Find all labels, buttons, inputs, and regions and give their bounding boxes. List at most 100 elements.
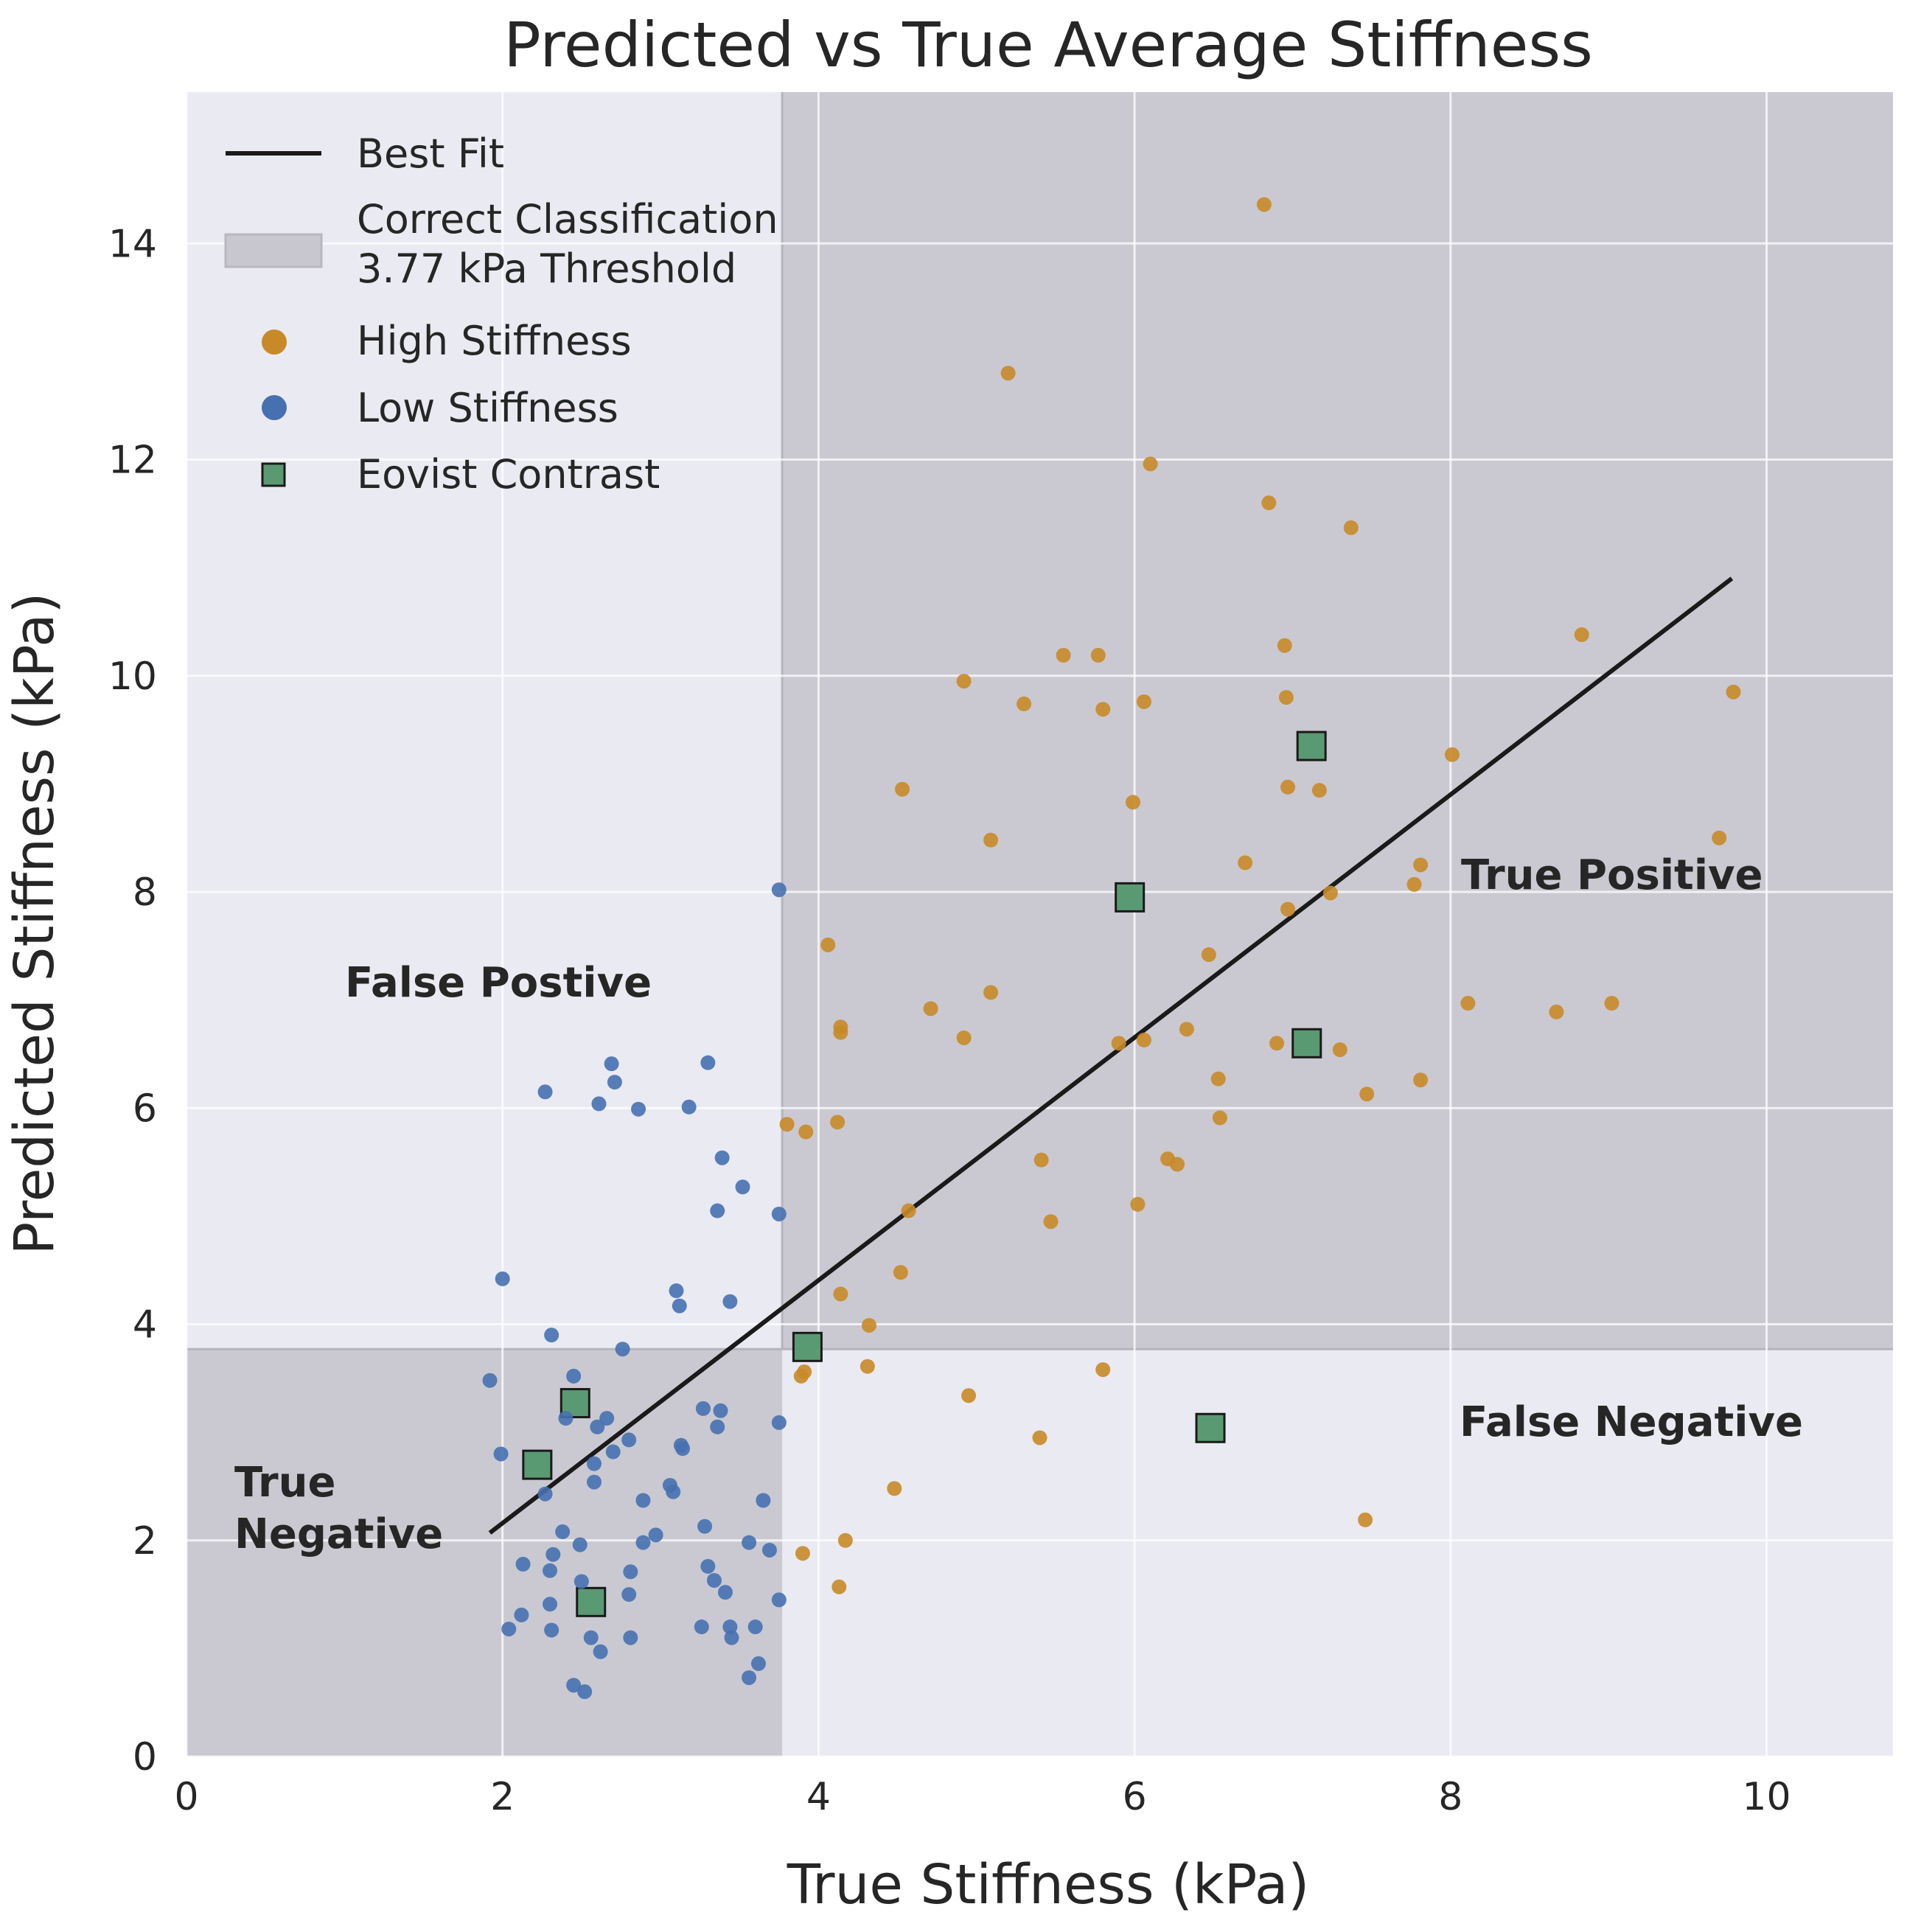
low-stiffness-point — [747, 1619, 763, 1635]
low-stiffness-point — [545, 1546, 561, 1562]
high-stiffness-point — [1238, 855, 1253, 871]
false-negative-label: False Negative — [1460, 1398, 1803, 1446]
high-stiffness-point — [1056, 647, 1071, 663]
legend-low-swatch — [262, 395, 287, 420]
high-stiffness-point — [795, 1546, 810, 1561]
high-stiffness-point — [956, 674, 972, 689]
low-stiffness-point — [566, 1678, 582, 1693]
low-stiffness-point — [681, 1099, 697, 1115]
high-stiffness-point — [837, 1532, 853, 1548]
high-stiffness-point — [860, 1359, 875, 1374]
high-stiffness-point — [1278, 690, 1294, 705]
high-stiffness-point — [1210, 1071, 1226, 1087]
low-stiffness-point — [543, 1597, 558, 1612]
low-stiffness-point — [635, 1535, 651, 1550]
high-stiffness-point — [1125, 795, 1140, 810]
x-tick-label: 4 — [806, 1775, 831, 1819]
false-positive-label: False Postive — [345, 959, 652, 1007]
low-stiffness-point — [742, 1535, 757, 1550]
region-annotations: False Postive True Positive False Negati… — [234, 851, 1803, 1558]
low-stiffness-point — [700, 1055, 716, 1070]
low-stiffness-point — [604, 1056, 619, 1072]
low-stiffness-point — [672, 1298, 687, 1314]
high-stiffness-point — [1169, 1157, 1185, 1172]
high-stiffness-point — [1201, 947, 1216, 963]
true-positive-shade — [782, 92, 1893, 1350]
low-stiffness-point — [587, 1456, 602, 1471]
low-stiffness-point — [669, 1283, 684, 1299]
low-stiffness-point — [593, 1644, 608, 1659]
high-stiffness-point — [1000, 366, 1016, 381]
x-tick-label: 6 — [1123, 1775, 1147, 1819]
x-tick-label: 0 — [174, 1775, 198, 1819]
high-stiffness-point — [956, 1030, 972, 1045]
eovist-contrast-point — [792, 1331, 823, 1362]
high-stiffness-point — [1712, 830, 1727, 845]
low-stiffness-point — [695, 1401, 711, 1416]
high-stiffness-point — [1269, 1036, 1285, 1051]
true-negative-label-line1: True — [234, 1459, 336, 1507]
high-stiffness-point — [1359, 1087, 1375, 1102]
low-stiffness-point — [722, 1294, 738, 1309]
high-stiffness-point — [1406, 876, 1422, 892]
low-stiffness-point — [605, 1444, 621, 1460]
high-stiffness-point — [779, 1117, 795, 1132]
legend-eovist-label: Eovist Contrast — [357, 451, 660, 498]
low-stiffness-point — [537, 1084, 553, 1100]
low-stiffness-point — [631, 1101, 646, 1117]
data-points — [482, 197, 1741, 1700]
high-stiffness-point — [1280, 902, 1296, 917]
y-tick-label: 14 — [108, 222, 157, 266]
high-stiffness-point — [1032, 1430, 1047, 1445]
x-tick-label: 8 — [1438, 1775, 1462, 1819]
legend: Best Fit Correct Classification 3.77 kPa… — [224, 130, 778, 498]
high-stiffness-point — [1726, 684, 1741, 700]
y-tick-label: 4 — [133, 1303, 157, 1347]
low-stiffness-point — [742, 1670, 757, 1685]
high-stiffness-point — [798, 1124, 814, 1140]
low-stiffness-point — [621, 1432, 637, 1448]
high-stiffness-point — [1261, 495, 1277, 511]
y-tick-label: 8 — [133, 871, 157, 915]
low-stiffness-point — [515, 1557, 531, 1572]
y-tick-label: 12 — [108, 439, 157, 483]
high-stiffness-point — [1179, 1022, 1194, 1037]
high-stiffness-point — [1212, 1110, 1227, 1126]
high-stiffness-point — [1444, 747, 1460, 762]
eovist-contrast-point — [1291, 1028, 1322, 1059]
high-stiffness-point — [1413, 1073, 1429, 1088]
high-stiffness-point — [1277, 638, 1292, 653]
low-stiffness-point — [544, 1328, 559, 1343]
low-stiffness-point — [771, 1592, 787, 1608]
high-stiffness-point — [1095, 702, 1111, 717]
x-tick-label: 2 — [490, 1775, 515, 1819]
low-stiffness-point — [615, 1342, 630, 1357]
high-stiffness-point — [895, 781, 910, 797]
high-stiffness-point — [1090, 647, 1106, 663]
true-negative-shade — [186, 1349, 783, 1757]
legend-high-label: High Stiffness — [357, 318, 632, 364]
y-tick-label: 2 — [133, 1519, 157, 1563]
high-stiffness-point — [830, 1115, 846, 1130]
plot-area — [186, 92, 1893, 1757]
low-stiffness-point — [590, 1419, 605, 1434]
low-stiffness-point — [710, 1203, 725, 1218]
low-stiffness-point — [735, 1179, 750, 1195]
low-stiffness-point — [514, 1607, 529, 1622]
low-stiffness-point — [493, 1446, 509, 1462]
low-stiffness-point — [666, 1484, 681, 1499]
high-stiffness-point — [793, 1368, 809, 1384]
y-tick-label: 0 — [133, 1735, 157, 1779]
legend-classification-label-line1: Correct Classification — [357, 196, 778, 243]
low-stiffness-point — [710, 1419, 725, 1434]
eovist-contrast-point — [1115, 882, 1146, 913]
true-negative-label-line2: Negative — [234, 1510, 443, 1558]
low-stiffness-point — [587, 1474, 602, 1490]
high-stiffness-point — [983, 985, 999, 1000]
low-stiffness-point — [648, 1527, 663, 1543]
low-stiffness-point — [607, 1075, 622, 1090]
low-stiffness-point — [750, 1656, 766, 1671]
high-stiffness-point — [1343, 520, 1359, 535]
legend-low-label: Low Stiffness — [357, 385, 618, 431]
